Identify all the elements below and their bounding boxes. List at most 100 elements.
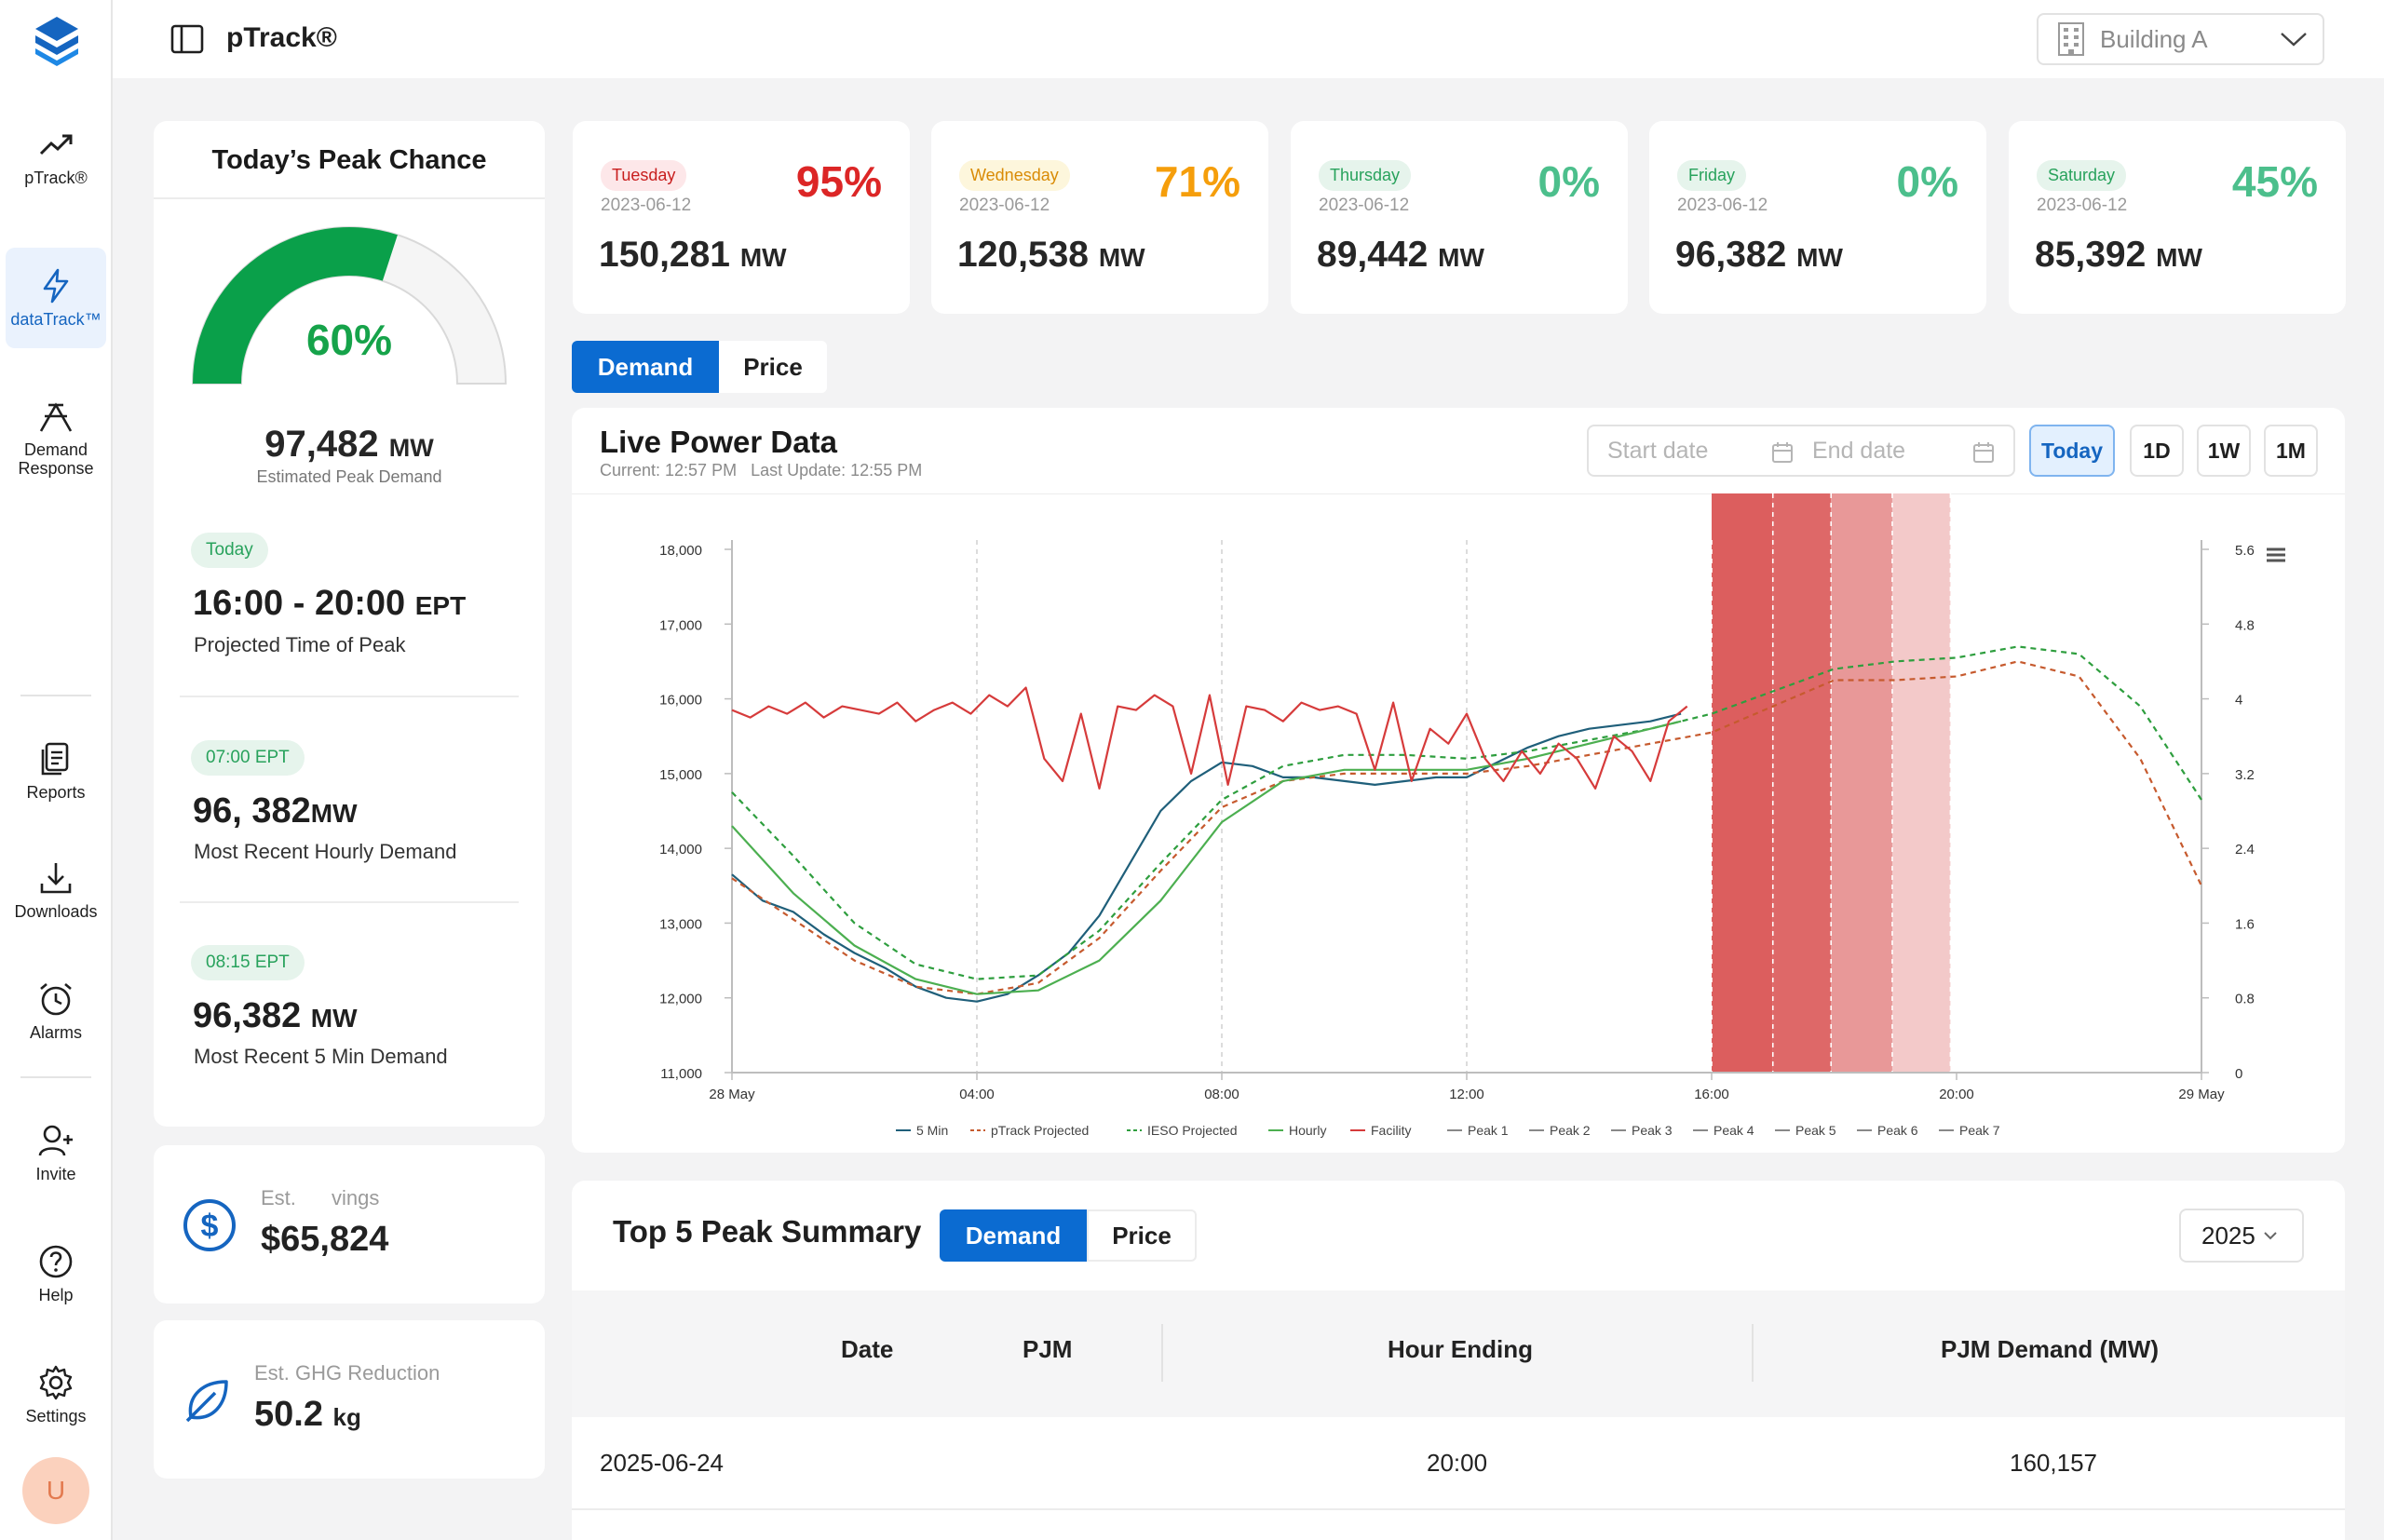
y2-tick-label: 2.4 (2235, 842, 2255, 858)
y2-tick-label: 0 (2235, 1066, 2242, 1082)
hourly-demand-value: 96, 382 (193, 791, 311, 831)
divider (180, 696, 519, 697)
cell-demand: 160,157 (2010, 1449, 2097, 1477)
tab-price[interactable]: Price (719, 341, 827, 393)
forecast-percent: 95% (795, 157, 882, 206)
table-header: Date PJM Hour Ending PJM Demand (MW) (572, 1290, 2345, 1417)
column-header-demand[interactable]: PJM Demand (MW) (1941, 1335, 2159, 1363)
summary-tab-demand[interactable]: Demand (940, 1209, 1087, 1262)
ghg-card: Est. GHG Reduction 50.2 kg (154, 1320, 545, 1479)
sidebar-item-help[interactable]: Help (6, 1227, 106, 1320)
y2-tick-label: 3.2 (2235, 767, 2255, 783)
sidebar-item-reports[interactable]: Reports (6, 724, 106, 817)
trending-up-icon (39, 134, 73, 155)
x-tick-label: 20:00 (1939, 1087, 1974, 1102)
tab-demand[interactable]: Demand (572, 341, 719, 393)
y2-tick-label: 5.6 (2235, 543, 2255, 559)
year-select-value: 2025 (2201, 1221, 2255, 1250)
summary-tab-price[interactable]: Price (1087, 1209, 1197, 1262)
savings-card: $ Est. vings $65,824 (154, 1145, 545, 1304)
chart-title: Live Power Data (600, 425, 837, 459)
y2-tick-label: 4.8 (2235, 617, 2255, 633)
summary-tabs: Demand Price (940, 1209, 1197, 1262)
sidebar-item-alarms[interactable]: Alarms (6, 965, 106, 1058)
peak-band (1772, 493, 1832, 1073)
estimated-peak-label: Estimated Peak Demand (256, 467, 442, 486)
legend-item: Peak 6 (1877, 1123, 1918, 1138)
table-row[interactable]: 2025-06-24 20:00 160,157 (572, 1417, 2345, 1510)
alarm-clock-icon (40, 983, 72, 1016)
x-tick-label: 08:00 (1204, 1087, 1239, 1102)
lightning-icon (43, 268, 69, 304)
start-date-input[interactable]: Start date (1607, 438, 1709, 464)
ghg-unit: kg (332, 1403, 361, 1431)
forecast-date: 2023-06-12 (1677, 196, 1768, 215)
building-select[interactable]: Building A (2037, 13, 2324, 65)
forecast-demand: 150,281 MW (599, 235, 787, 276)
legend-item: Peak 1 (1468, 1123, 1509, 1138)
forecast-demand-value: 85,392 (2035, 235, 2147, 275)
chart-menu-icon[interactable] (2267, 547, 2285, 562)
end-date-input[interactable]: End date (1812, 438, 1906, 464)
download-icon (40, 863, 72, 894)
series-line (731, 712, 1682, 1003)
column-header-pjm[interactable]: PJM (1023, 1335, 1073, 1363)
today-badge: Today (191, 533, 268, 568)
savings-value: $65,824 (261, 1220, 389, 1259)
cell-hour-ending: 20:00 (1427, 1449, 1488, 1477)
forecast-card[interactable]: Thursday 2023-06-12 0% 89,442 MW (1291, 121, 1628, 314)
sidebar-item-label: Downloads (14, 902, 98, 921)
sidebar-item-label: pTrack® (24, 169, 88, 187)
column-header-date[interactable]: Date (841, 1335, 894, 1363)
forecast-card[interactable]: Tuesday 2023-06-12 95% 150,281 MW (573, 121, 910, 314)
forecast-day-badge: Saturday (2037, 160, 2127, 191)
y-tick-label: 15,000 (659, 767, 702, 783)
sidebar-item-settings[interactable]: Settings (6, 1348, 106, 1441)
legend-item: IESO Projected (1147, 1123, 1238, 1138)
add-user-icon (38, 1125, 73, 1156)
range-1w-button[interactable]: 1W (2197, 425, 2251, 477)
forecast-card[interactable]: Friday 2023-06-12 0% 96,382 MW (1649, 121, 1986, 314)
sidebar-item-downloads[interactable]: Downloads (6, 844, 106, 937)
forecast-demand-value: 150,281 (599, 235, 730, 275)
sidebar-item-datatrack[interactable]: dataTrack™ (6, 248, 106, 348)
x-tick-label: 12:00 (1449, 1087, 1484, 1102)
x-tick-label: 29 May (2178, 1087, 2225, 1102)
y-tick-label: 16,000 (659, 693, 702, 709)
forecast-demand-unit: MW (2156, 243, 2202, 272)
sidebar-toggle-icon[interactable] (170, 24, 204, 54)
sidebar-item-demand-response[interactable]: Demand Response (6, 385, 106, 490)
legend-item: Peak 3 (1632, 1123, 1673, 1138)
current-time: Current: 12:57 PM (600, 461, 738, 480)
hourly-time-badge: 07:00 EPT (191, 740, 305, 776)
app-logo[interactable] (32, 15, 82, 67)
range-today-button[interactable]: Today (2029, 425, 2115, 477)
sidebar-item-label: Settings (25, 1407, 87, 1425)
forecast-card[interactable]: Saturday 2023-06-12 45% 85,392 MW (2009, 121, 2346, 314)
top-bar: pTrack® Building A (113, 0, 2384, 78)
forecast-card[interactable]: Wednesday 2023-06-12 71% 120,538 MW (931, 121, 1268, 314)
calendar-icon (1772, 442, 1793, 463)
peak-band (1891, 493, 1951, 1073)
forecast-demand: 85,392 MW (2035, 235, 2202, 276)
hourly-demand: 96, 382MW (193, 791, 358, 831)
legend-item: Peak 7 (1959, 1123, 2000, 1138)
reports-icon (41, 742, 69, 776)
help-icon (39, 1245, 73, 1278)
forecast-day-badge: Thursday (1319, 160, 1412, 191)
year-select[interactable]: 2025 (2179, 1209, 2304, 1263)
sidebar-item-ptrack[interactable]: pTrack® (6, 112, 106, 201)
date-range-picker[interactable]: Start date End date (1587, 425, 2015, 477)
hourly-demand-unit: MW (310, 799, 358, 828)
column-header-hour-ending[interactable]: Hour Ending (1388, 1335, 1533, 1363)
projected-peak-label: Projected Time of Peak (194, 633, 406, 656)
range-1d-button[interactable]: 1D (2130, 425, 2184, 477)
forecast-demand-unit: MW (1796, 243, 1843, 272)
estimated-peak-unit: MW (388, 434, 434, 462)
series-line (731, 660, 2202, 995)
sidebar-item-invite[interactable]: Invite (6, 1106, 106, 1199)
calendar-icon (1973, 442, 1994, 463)
avatar[interactable]: U (22, 1457, 89, 1524)
demand-response-icon (39, 402, 73, 432)
range-1m-button[interactable]: 1M (2264, 425, 2318, 477)
